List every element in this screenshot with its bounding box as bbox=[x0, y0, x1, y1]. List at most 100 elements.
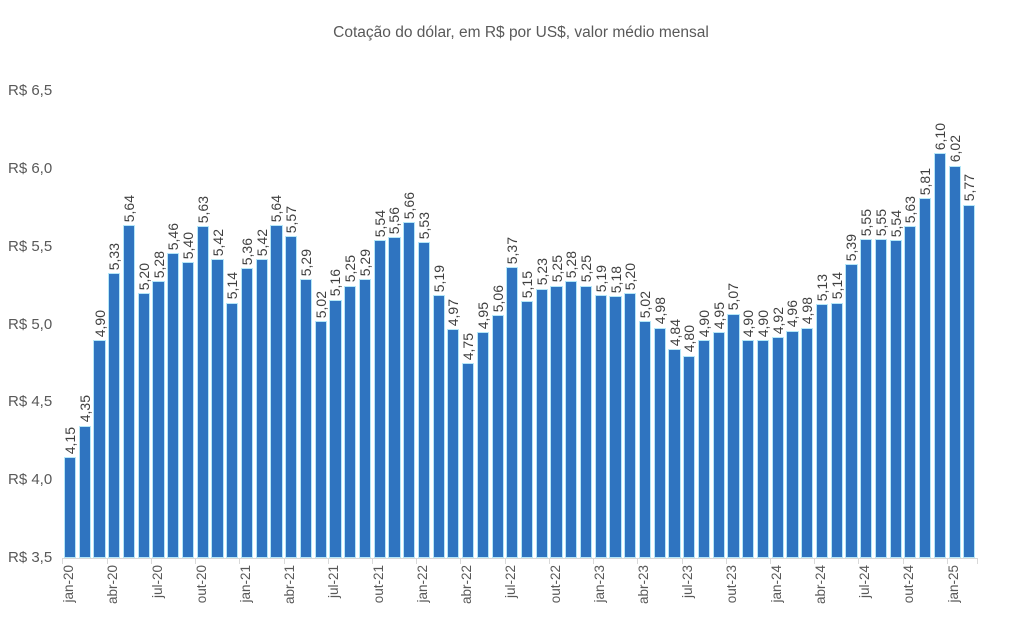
bar bbox=[933, 153, 946, 558]
bar-value-label: 5,53 bbox=[415, 211, 432, 239]
bar bbox=[742, 340, 755, 558]
x-axis-tick bbox=[460, 559, 462, 564]
x-axis-tick bbox=[770, 559, 771, 564]
bar-value-label: 5,07 bbox=[725, 283, 742, 311]
bar bbox=[167, 252, 180, 558]
bar-value-label: 5,19 bbox=[592, 264, 609, 292]
bar bbox=[609, 296, 622, 558]
bar bbox=[226, 302, 239, 558]
x-axis-tick bbox=[371, 559, 373, 564]
bar bbox=[756, 340, 770, 558]
x-axis-label: jul-21 bbox=[326, 565, 342, 599]
bar bbox=[889, 240, 902, 558]
bar bbox=[240, 268, 254, 558]
bar bbox=[904, 226, 917, 558]
bar bbox=[815, 304, 829, 558]
bar bbox=[830, 302, 843, 558]
x-axis-label: abr-24 bbox=[812, 565, 828, 605]
bar bbox=[638, 321, 652, 558]
x-axis-tick bbox=[283, 559, 285, 564]
x-axis-tick bbox=[637, 559, 639, 564]
bar bbox=[948, 165, 961, 558]
bar bbox=[314, 321, 327, 558]
bar-value-label: 6,10 bbox=[931, 123, 948, 151]
y-axis-tick-label: R$ 3,5 bbox=[8, 549, 53, 566]
bar-value-label: 5,15 bbox=[519, 270, 536, 299]
bar-value-label: 5,28 bbox=[563, 250, 580, 278]
x-axis-label: jan-22 bbox=[414, 565, 430, 603]
y-axis-tick-label: R$ 5,5 bbox=[8, 237, 53, 255]
x-axis-tick bbox=[593, 559, 595, 564]
bar bbox=[565, 280, 578, 558]
y-axis-tick-label: R$ 4,5 bbox=[8, 393, 53, 411]
bar-value-label: 5,02 bbox=[637, 291, 654, 319]
bar-value-label: 5,14 bbox=[224, 272, 241, 300]
x-axis-label: jul-23 bbox=[680, 565, 696, 599]
bar-value-label: 5,13 bbox=[813, 274, 830, 302]
y-axis-tick-label: R$ 6,5 bbox=[8, 82, 53, 99]
bar bbox=[447, 329, 460, 558]
bar bbox=[432, 294, 445, 558]
bar-value-label: 5,20 bbox=[135, 263, 152, 291]
bar-value-label: 4,90 bbox=[740, 309, 757, 338]
x-axis-tick bbox=[416, 559, 418, 564]
bar-value-label: 5,40 bbox=[180, 231, 197, 260]
bar-value-label: 5,39 bbox=[843, 233, 860, 261]
bar bbox=[211, 259, 224, 558]
bar bbox=[521, 301, 534, 558]
bar-value-label: 5,25 bbox=[342, 255, 359, 283]
x-axis-label: out-22 bbox=[547, 565, 563, 604]
bar bbox=[93, 340, 106, 558]
x-axis-tick bbox=[814, 559, 816, 564]
bar-value-label: 5,63 bbox=[194, 196, 211, 224]
bar bbox=[403, 221, 416, 558]
x-axis-tick bbox=[150, 559, 152, 564]
bar-value-label: 5,42 bbox=[209, 228, 226, 257]
bar bbox=[668, 349, 681, 558]
bar-value-label: 5,77 bbox=[961, 174, 978, 202]
x-axis-label: out-24 bbox=[901, 565, 917, 604]
bar bbox=[64, 456, 77, 558]
x-axis-label: out-23 bbox=[724, 565, 740, 604]
x-axis-tick bbox=[946, 559, 948, 564]
bar-value-label: 5,81 bbox=[917, 168, 934, 196]
x-axis-label: jan-23 bbox=[591, 565, 607, 603]
bar bbox=[196, 226, 209, 558]
bar-value-label: 5,06 bbox=[489, 284, 506, 313]
x-axis-tick bbox=[62, 559, 64, 564]
bar-value-label: 4,90 bbox=[696, 309, 712, 338]
x-axis-label: abr-20 bbox=[105, 565, 121, 605]
bar-value-label: 6,02 bbox=[946, 135, 963, 163]
bar bbox=[697, 340, 711, 558]
bar-value-label: 5,23 bbox=[533, 258, 550, 286]
bar-value-label: 4,15 bbox=[62, 426, 79, 454]
bar-value-label: 4,97 bbox=[445, 298, 462, 327]
bar-value-label: 5,36 bbox=[239, 238, 255, 266]
bar bbox=[388, 237, 401, 558]
x-axis-tick bbox=[504, 559, 506, 564]
bar bbox=[535, 288, 548, 558]
bar bbox=[727, 313, 740, 558]
x-axis-tick bbox=[327, 559, 329, 564]
bar bbox=[624, 293, 637, 558]
x-axis-label: abr-21 bbox=[282, 565, 298, 605]
bar-value-label: 4,98 bbox=[799, 297, 816, 325]
chart-title: Cotação do dólar, em R$ por US$, valor m… bbox=[333, 24, 709, 41]
bar bbox=[373, 240, 386, 558]
bar-value-label: 4,90 bbox=[754, 309, 771, 338]
bar-value-label: 5,29 bbox=[297, 249, 314, 277]
bar bbox=[152, 280, 165, 558]
bar bbox=[137, 293, 150, 558]
bar bbox=[845, 263, 858, 558]
bar bbox=[653, 327, 666, 558]
x-axis-tick bbox=[106, 559, 108, 564]
bar bbox=[417, 242, 430, 558]
bar bbox=[801, 327, 814, 558]
bar bbox=[476, 332, 489, 558]
bar bbox=[874, 238, 887, 558]
x-axis-line bbox=[62, 558, 978, 559]
bar-value-label: 5,66 bbox=[401, 191, 418, 219]
bar bbox=[771, 336, 784, 558]
bar-value-label: 4,98 bbox=[651, 297, 668, 325]
bar-value-label: 5,20 bbox=[622, 263, 639, 291]
